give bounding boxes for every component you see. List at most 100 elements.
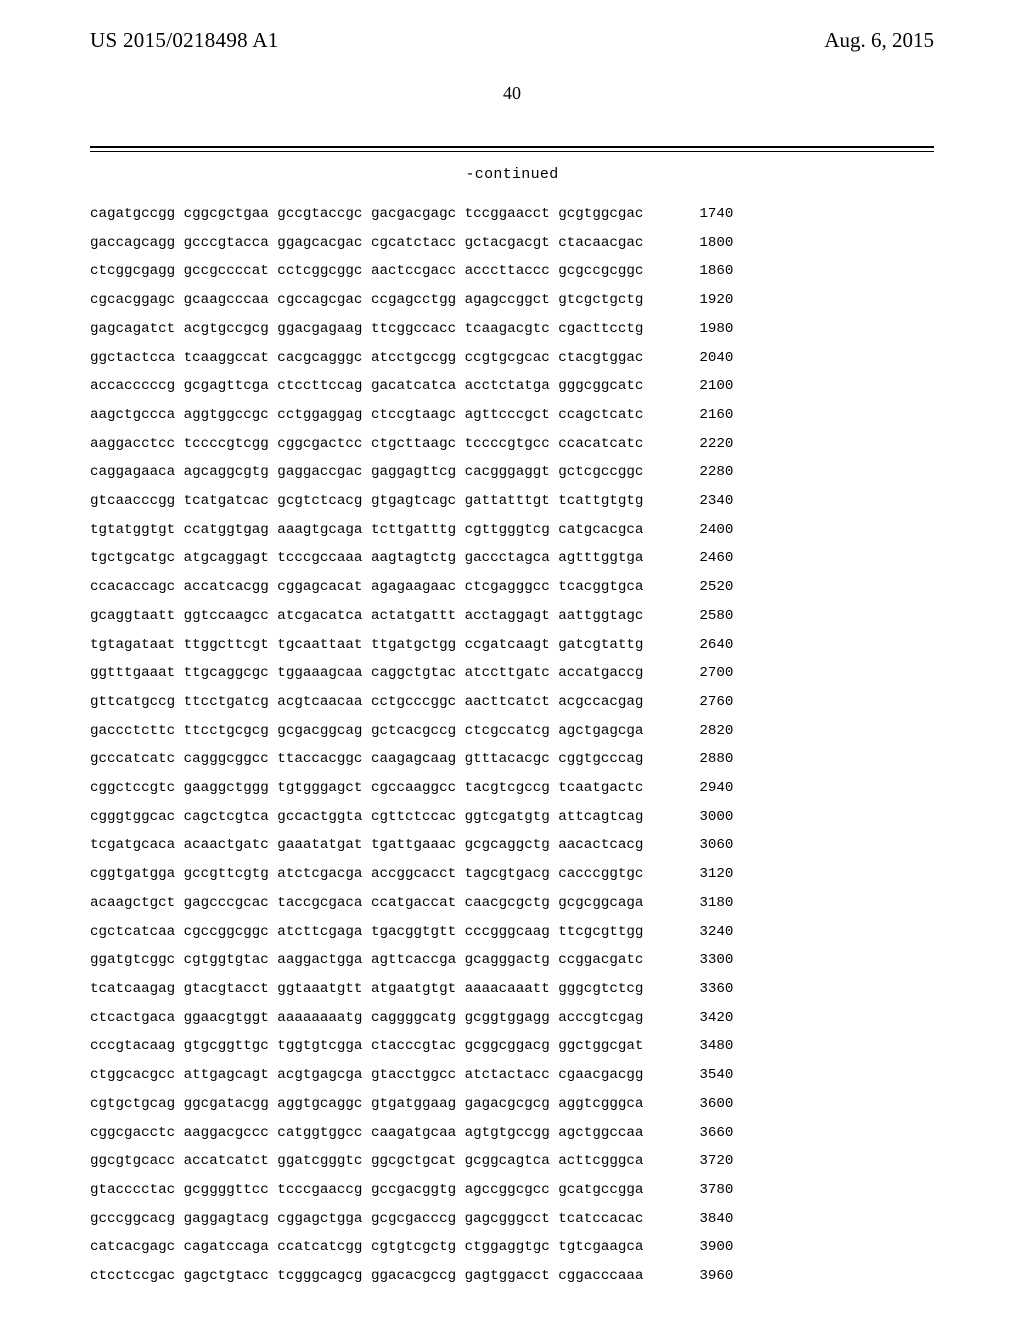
sequence-row: tgctgcatgc atgcaggagt tcccgccaaa aagtagt… [90, 551, 934, 565]
sequence-row: gcccatcatc cagggcggcc ttaccacggc caagagc… [90, 752, 934, 766]
sequence-position: 2760 [653, 695, 733, 709]
sequence-row: tcgatgcaca acaactgatc gaaatatgat tgattga… [90, 838, 934, 852]
continued-label: -continued [0, 166, 1024, 183]
sequence-text: cagatgccgg cggcgctgaa gccgtaccgc gacgacg… [90, 207, 643, 221]
sequence-row: gaccagcagg gcccgtacca ggagcacgac cgcatct… [90, 236, 934, 250]
sequence-position: 2880 [653, 752, 733, 766]
sequence-position: 3660 [653, 1126, 733, 1140]
sequence-text: acaagctgct gagcccgcac taccgcgaca ccatgac… [90, 896, 643, 910]
sequence-text: ctcactgaca ggaacgtggt aaaaaaaatg caggggc… [90, 1011, 643, 1025]
sequence-row: cgggtggcac cagctcgtca gccactggta cgttctc… [90, 810, 934, 824]
sequence-row: cccgtacaag gtgcggttgc tggtgtcgga ctacccg… [90, 1039, 934, 1053]
sequence-text: gcaggtaatt ggtccaagcc atcgacatca actatga… [90, 609, 643, 623]
sequence-position: 3000 [653, 810, 733, 824]
sequence-row: gagcagatct acgtgccgcg ggacgagaag ttcggcc… [90, 322, 934, 336]
sequence-row: ggtttgaaat ttgcaggcgc tggaaagcaa caggctg… [90, 666, 934, 680]
publication-number: US 2015/0218498 A1 [90, 28, 279, 53]
sequence-position: 3840 [653, 1212, 733, 1226]
sequence-row: ctcactgaca ggaacgtggt aaaaaaaatg caggggc… [90, 1011, 934, 1025]
sequence-position: 1980 [653, 322, 733, 336]
sequence-row: tcatcaagag gtacgtacct ggtaaatgtt atgaatg… [90, 982, 934, 996]
sequence-position: 2160 [653, 408, 733, 422]
sequence-text: caggagaaca agcaggcgtg gaggaccgac gaggagt… [90, 465, 643, 479]
sequence-text: ctcggcgagg gccgccccat cctcggcggc aactccg… [90, 264, 643, 278]
sequence-text: gaccagcagg gcccgtacca ggagcacgac cgcatct… [90, 236, 643, 250]
sequence-position: 3540 [653, 1068, 733, 1082]
sequence-text: ggatgtcggc cgtggtgtac aaggactgga agttcac… [90, 953, 643, 967]
sequence-position: 2220 [653, 437, 733, 451]
sequence-position: 2580 [653, 609, 733, 623]
sequence-row: cgcacggagc gcaagcccaa cgccagcgac ccgagcc… [90, 293, 934, 307]
sequence-text: ctggcacgcc attgagcagt acgtgagcga gtacctg… [90, 1068, 643, 1082]
sequence-position: 1860 [653, 264, 733, 278]
sequence-position: 2940 [653, 781, 733, 795]
sequence-position: 3300 [653, 953, 733, 967]
sequence-text: cggcgacctc aaggacgccc catggtggcc caagatg… [90, 1126, 643, 1140]
sequence-row: cgtgctgcag ggcgatacgg aggtgcaggc gtgatgg… [90, 1097, 934, 1111]
publication-date: Aug. 6, 2015 [824, 28, 934, 53]
sequence-text: catcacgagc cagatccaga ccatcatcgg cgtgtcg… [90, 1240, 643, 1254]
sequence-position: 3900 [653, 1240, 733, 1254]
horizontal-rule-top [90, 146, 934, 152]
sequence-text: aagctgccca aggtggccgc cctggaggag ctccgta… [90, 408, 643, 422]
sequence-text: tcgatgcaca acaactgatc gaaatatgat tgattga… [90, 838, 643, 852]
sequence-text: cccgtacaag gtgcggttgc tggtgtcgga ctacccg… [90, 1039, 643, 1053]
sequence-row: gtacccctac gcggggttcc tcccgaaccg gccgacg… [90, 1183, 934, 1197]
header: US 2015/0218498 A1 Aug. 6, 2015 [0, 0, 1024, 53]
sequence-text: ctcctccgac gagctgtacc tcgggcagcg ggacacg… [90, 1269, 643, 1283]
sequence-row: ggcgtgcacc accatcatct ggatcgggtc ggcgctg… [90, 1154, 934, 1168]
sequence-position: 3480 [653, 1039, 733, 1053]
sequence-row: cgctcatcaa cgccggcggc atcttcgaga tgacggt… [90, 925, 934, 939]
sequence-position: 2700 [653, 666, 733, 680]
sequence-position: 2520 [653, 580, 733, 594]
sequence-row: tgtatggtgt ccatggtgag aaagtgcaga tcttgat… [90, 523, 934, 537]
sequence-text: cggtgatgga gccgttcgtg atctcgacga accggca… [90, 867, 643, 881]
page-number: 40 [0, 83, 1024, 104]
sequence-text: ggctactcca tcaaggccat cacgcagggc atcctgc… [90, 351, 643, 365]
sequence-row: gcccggcacg gaggagtacg cggagctgga gcgcgac… [90, 1212, 934, 1226]
sequence-row: ggatgtcggc cgtggtgtac aaggactgga agttcac… [90, 953, 934, 967]
sequence-row: gttcatgccg ttcctgatcg acgtcaacaa cctgccc… [90, 695, 934, 709]
sequence-position: 3120 [653, 867, 733, 881]
sequence-row: cggcgacctc aaggacgccc catggtggcc caagatg… [90, 1126, 934, 1140]
sequence-text: tgctgcatgc atgcaggagt tcccgccaaa aagtagt… [90, 551, 643, 565]
sequence-row: ctggcacgcc attgagcagt acgtgagcga gtacctg… [90, 1068, 934, 1082]
sequence-row: ggctactcca tcaaggccat cacgcagggc atcctgc… [90, 351, 934, 365]
sequence-row: caggagaaca agcaggcgtg gaggaccgac gaggagt… [90, 465, 934, 479]
sequence-position: 2100 [653, 379, 733, 393]
sequence-text: cgcacggagc gcaagcccaa cgccagcgac ccgagcc… [90, 293, 643, 307]
sequence-text: gtcaacccgg tcatgatcac gcgtctcacg gtgagtc… [90, 494, 643, 508]
sequence-text: cgggtggcac cagctcgtca gccactggta cgttctc… [90, 810, 643, 824]
sequence-text: tcatcaagag gtacgtacct ggtaaatgtt atgaatg… [90, 982, 643, 996]
sequence-position: 3780 [653, 1183, 733, 1197]
sequence-text: cgctcatcaa cgccggcggc atcttcgaga tgacggt… [90, 925, 643, 939]
sequence-position: 3720 [653, 1154, 733, 1168]
sequence-position: 2820 [653, 724, 733, 738]
sequence-position: 1740 [653, 207, 733, 221]
sequence-row: aagctgccca aggtggccgc cctggaggag ctccgta… [90, 408, 934, 422]
sequence-position: 3240 [653, 925, 733, 939]
sequence-text: ccacaccagc accatcacgg cggagcacat agagaag… [90, 580, 643, 594]
sequence-position: 2340 [653, 494, 733, 508]
sequence-text: ggtttgaaat ttgcaggcgc tggaaagcaa caggctg… [90, 666, 643, 680]
sequence-text: gtacccctac gcggggttcc tcccgaaccg gccgacg… [90, 1183, 643, 1197]
sequence-row: cggctccgtc gaaggctggg tgtgggagct cgccaag… [90, 781, 934, 795]
sequence-position: 2640 [653, 638, 733, 652]
sequence-row: cggtgatgga gccgttcgtg atctcgacga accggca… [90, 867, 934, 881]
sequence-text: gcccatcatc cagggcggcc ttaccacggc caagagc… [90, 752, 643, 766]
sequence-text: gcccggcacg gaggagtacg cggagctgga gcgcgac… [90, 1212, 643, 1226]
sequence-row: gtcaacccgg tcatgatcac gcgtctcacg gtgagtc… [90, 494, 934, 508]
sequence-text: gttcatgccg ttcctgatcg acgtcaacaa cctgccc… [90, 695, 643, 709]
sequence-text: tgtatggtgt ccatggtgag aaagtgcaga tcttgat… [90, 523, 643, 537]
sequence-text: aaggacctcc tccccgtcgg cggcgactcc ctgctta… [90, 437, 643, 451]
sequence-row: tgtagataat ttggcttcgt tgcaattaat ttgatgc… [90, 638, 934, 652]
sequence-position: 3420 [653, 1011, 733, 1025]
sequence-row: acaagctgct gagcccgcac taccgcgaca ccatgac… [90, 896, 934, 910]
sequence-row: ctcctccgac gagctgtacc tcgggcagcg ggacacg… [90, 1269, 934, 1283]
sequence-row: catcacgagc cagatccaga ccatcatcgg cgtgtcg… [90, 1240, 934, 1254]
sequence-position: 2040 [653, 351, 733, 365]
sequence-position: 3180 [653, 896, 733, 910]
sequence-row: ccacaccagc accatcacgg cggagcacat agagaag… [90, 580, 934, 594]
sequence-row: accacccccg gcgagttcga ctccttccag gacatca… [90, 379, 934, 393]
sequence-listing: cagatgccgg cggcgctgaa gccgtaccgc gacgacg… [90, 207, 934, 1283]
